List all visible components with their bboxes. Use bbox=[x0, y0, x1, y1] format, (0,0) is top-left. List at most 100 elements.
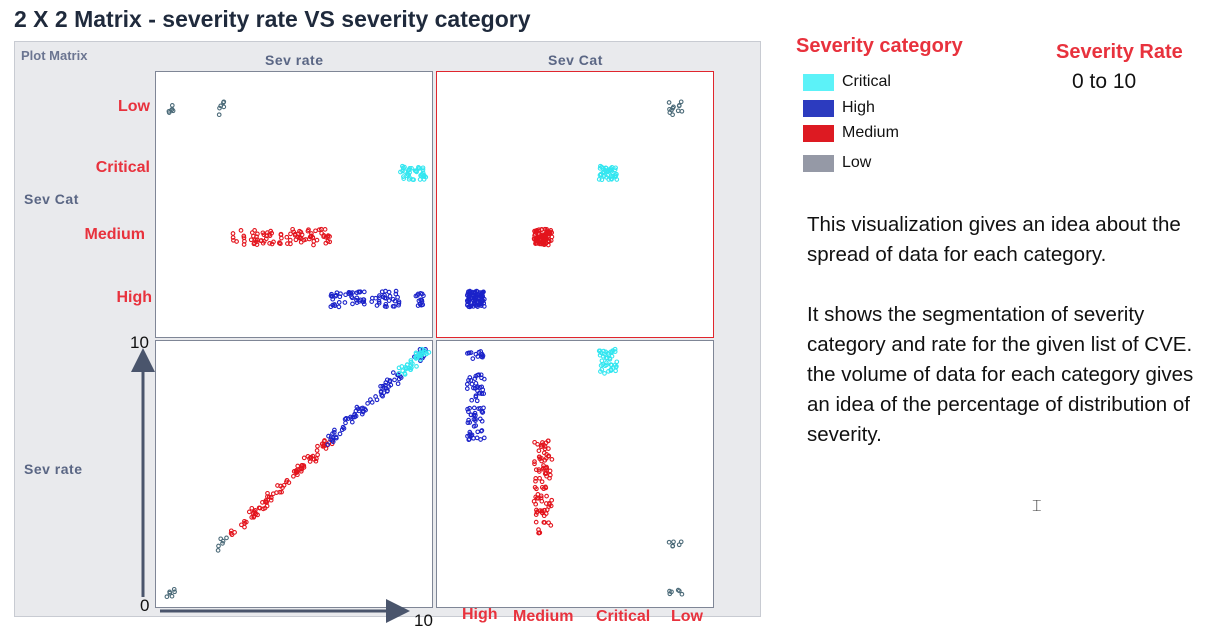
data-point-high bbox=[481, 435, 487, 441]
data-point-high bbox=[342, 300, 348, 305]
data-point-critical bbox=[407, 166, 413, 171]
data-point-high bbox=[350, 301, 355, 307]
data-point-low bbox=[169, 103, 175, 108]
description-paragraph-3: the volume of data for each category giv… bbox=[807, 363, 1194, 446]
data-point-high bbox=[467, 297, 472, 303]
data-point-critical bbox=[408, 359, 414, 365]
data-point-low bbox=[218, 536, 224, 542]
data-point-medium bbox=[268, 495, 274, 500]
data-point-high bbox=[382, 304, 388, 309]
data-point-medium bbox=[546, 453, 552, 459]
data-point-high bbox=[386, 289, 392, 295]
data-point-high bbox=[348, 414, 353, 420]
data-point-high bbox=[480, 354, 485, 360]
legend-item-low: Low bbox=[803, 152, 871, 174]
legend-label-low: Low bbox=[842, 154, 872, 171]
row-header-sev-cat: Sev Cat bbox=[24, 191, 79, 207]
data-point-high bbox=[360, 405, 366, 411]
data-point-high bbox=[337, 431, 343, 437]
data-point-low bbox=[667, 591, 673, 597]
data-point-medium bbox=[277, 240, 282, 246]
data-point-medium bbox=[261, 239, 267, 244]
data-point-high bbox=[464, 386, 470, 391]
data-point-medium bbox=[255, 512, 260, 518]
data-point-low bbox=[164, 594, 170, 600]
data-point-medium bbox=[288, 231, 293, 237]
data-point-high bbox=[377, 293, 382, 298]
data-point-medium bbox=[545, 239, 551, 245]
page-title: 2 X 2 Matrix - severity rate VS severity… bbox=[14, 6, 531, 32]
data-point-high bbox=[396, 376, 402, 382]
data-point-medium bbox=[541, 240, 546, 246]
data-point-high bbox=[466, 417, 471, 423]
data-point-high bbox=[477, 406, 483, 411]
data-point-high bbox=[336, 300, 342, 305]
data-point-high bbox=[415, 293, 420, 298]
data-point-medium bbox=[274, 490, 279, 495]
data-point-critical bbox=[612, 173, 618, 179]
data-point-critical bbox=[606, 352, 612, 357]
data-point-critical bbox=[414, 364, 419, 369]
data-point-low bbox=[671, 539, 676, 545]
data-point-high bbox=[380, 393, 385, 399]
data-point-low bbox=[166, 110, 172, 115]
data-point-medium bbox=[546, 446, 551, 451]
data-point-high bbox=[325, 442, 331, 447]
data-point-high bbox=[419, 297, 425, 303]
data-point-low bbox=[667, 588, 672, 594]
data-point-high bbox=[343, 292, 348, 298]
data-point-medium bbox=[538, 241, 544, 247]
data-point-low bbox=[676, 542, 682, 548]
data-point-high bbox=[349, 419, 355, 425]
data-point-high bbox=[361, 299, 367, 305]
data-point-high bbox=[479, 391, 485, 397]
severity-rate-title: Severity Rate bbox=[1056, 41, 1183, 63]
data-point-high bbox=[395, 381, 401, 387]
data-point-high bbox=[465, 351, 470, 356]
data-point-medium bbox=[267, 241, 272, 246]
legend-label-high: High bbox=[842, 99, 875, 116]
data-point-low bbox=[675, 108, 681, 114]
data-point-high bbox=[481, 376, 487, 382]
text-cursor-icon: ⌶ bbox=[1032, 498, 1042, 515]
data-point-medium bbox=[311, 238, 317, 244]
data-point-critical bbox=[412, 168, 418, 174]
data-point-medium bbox=[260, 506, 266, 512]
data-point-high bbox=[419, 302, 424, 308]
data-point-critical bbox=[606, 177, 612, 182]
data-point-high bbox=[354, 404, 360, 410]
data-point-high bbox=[330, 302, 336, 308]
data-point-medium bbox=[306, 227, 311, 233]
data-point-high bbox=[341, 426, 347, 431]
data-point-high bbox=[481, 391, 487, 396]
data-point-high bbox=[468, 291, 474, 297]
data-point-high bbox=[465, 420, 471, 426]
data-point-medium bbox=[549, 497, 555, 503]
data-point-high bbox=[357, 289, 363, 295]
data-point-medium bbox=[539, 227, 544, 233]
data-point-medium bbox=[293, 469, 299, 475]
data-point-medium bbox=[256, 505, 262, 511]
data-point-critical bbox=[608, 362, 614, 367]
data-point-critical bbox=[416, 353, 422, 359]
data-point-low bbox=[224, 535, 229, 541]
data-point-medium bbox=[542, 471, 548, 477]
data-point-medium bbox=[314, 448, 320, 453]
data-point-medium bbox=[535, 509, 540, 514]
data-point-critical bbox=[598, 163, 603, 169]
data-point-critical bbox=[602, 167, 608, 173]
data-point-medium bbox=[265, 490, 270, 496]
data-point-medium bbox=[325, 234, 331, 239]
data-point-critical bbox=[396, 370, 402, 376]
data-point-high bbox=[474, 398, 480, 404]
data-point-low bbox=[216, 543, 221, 549]
data-point-medium bbox=[537, 475, 542, 481]
data-point-medium bbox=[539, 458, 544, 464]
row-header-sev-rate: Sev rate bbox=[24, 461, 83, 477]
data-point-high bbox=[478, 293, 484, 299]
data-point-medium bbox=[532, 231, 538, 237]
cell-sevrate-vs-sevcat bbox=[155, 71, 433, 338]
data-point-medium bbox=[534, 495, 540, 501]
data-point-critical bbox=[400, 163, 405, 169]
